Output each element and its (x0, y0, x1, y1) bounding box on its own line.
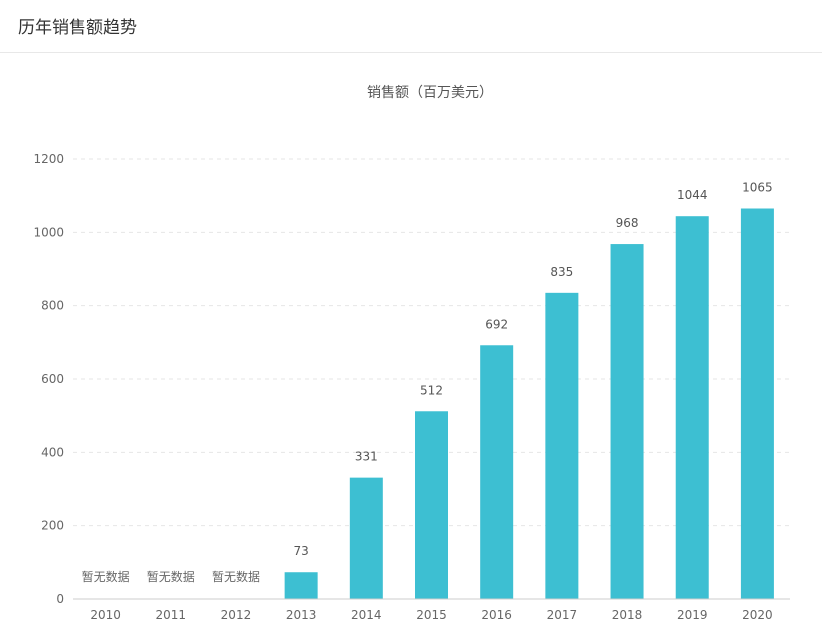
bar-2019[interactable] (675, 216, 709, 599)
y-tick-label: 400 (41, 445, 64, 459)
y-tick-label: 200 (41, 519, 64, 533)
x-tick-label: 2014 (351, 608, 382, 622)
x-tick-label: 2013 (286, 608, 317, 622)
x-tick-label: 2019 (677, 608, 708, 622)
bar-2016[interactable] (480, 345, 514, 599)
x-tick-label: 2016 (481, 608, 512, 622)
value-labels: 暂无数据 暂无数据 暂无数据 73 331 512 692 835 968 1044 1065 (82, 181, 773, 585)
value-label: 835 (550, 265, 573, 279)
x-tick-label: 2012 (221, 608, 252, 622)
chart-title: 销售额（百万美元） (367, 85, 493, 101)
y-tick-label: 0 (56, 592, 64, 606)
value-label: 1044 (677, 188, 708, 202)
x-tick-label: 2017 (547, 608, 578, 622)
bar-2013[interactable] (284, 572, 318, 599)
y-tick-label: 1200 (33, 152, 64, 166)
x-tick-label: 2011 (155, 608, 186, 622)
y-tick-label: 600 (41, 372, 64, 386)
value-label: 331 (355, 450, 378, 464)
y-axis-ticks: 0 200 400 600 800 1000 1200 (33, 152, 64, 606)
x-tick-label: 2015 (416, 608, 447, 622)
bar-2015[interactable] (415, 411, 448, 599)
bar-2014[interactable] (349, 477, 383, 599)
value-label: 1065 (742, 181, 773, 195)
no-data-label: 暂无数据 (147, 569, 195, 584)
x-tick-label: 2010 (90, 608, 121, 622)
bar-2017[interactable] (545, 292, 579, 599)
no-data-label: 暂无数据 (212, 569, 260, 584)
y-tick-label: 1000 (33, 225, 64, 239)
x-tick-label: 2018 (612, 608, 643, 622)
no-data-label: 暂无数据 (82, 569, 130, 584)
chart-area: 销售额（百万美元） 0 200 400 600 800 1000 1200 暂无数据 暂无数据… (0, 54, 822, 642)
card-header: 历年销售额趋势 (0, 0, 822, 53)
x-tick-label: 2020 (742, 608, 773, 622)
value-label: 73 (293, 544, 308, 558)
x-axis-ticks: 2010 2011 2012 2013 2014 2015 2016 2017 2018 2019… (90, 608, 772, 622)
bar-2018[interactable] (610, 244, 644, 600)
y-tick-label: 800 (41, 299, 64, 313)
value-label: 512 (420, 383, 443, 397)
bars (284, 208, 774, 600)
bar-2020[interactable] (740, 208, 774, 600)
value-label: 692 (485, 317, 508, 331)
value-label: 968 (616, 216, 639, 230)
card-title: 历年销售额趋势 (18, 18, 137, 38)
